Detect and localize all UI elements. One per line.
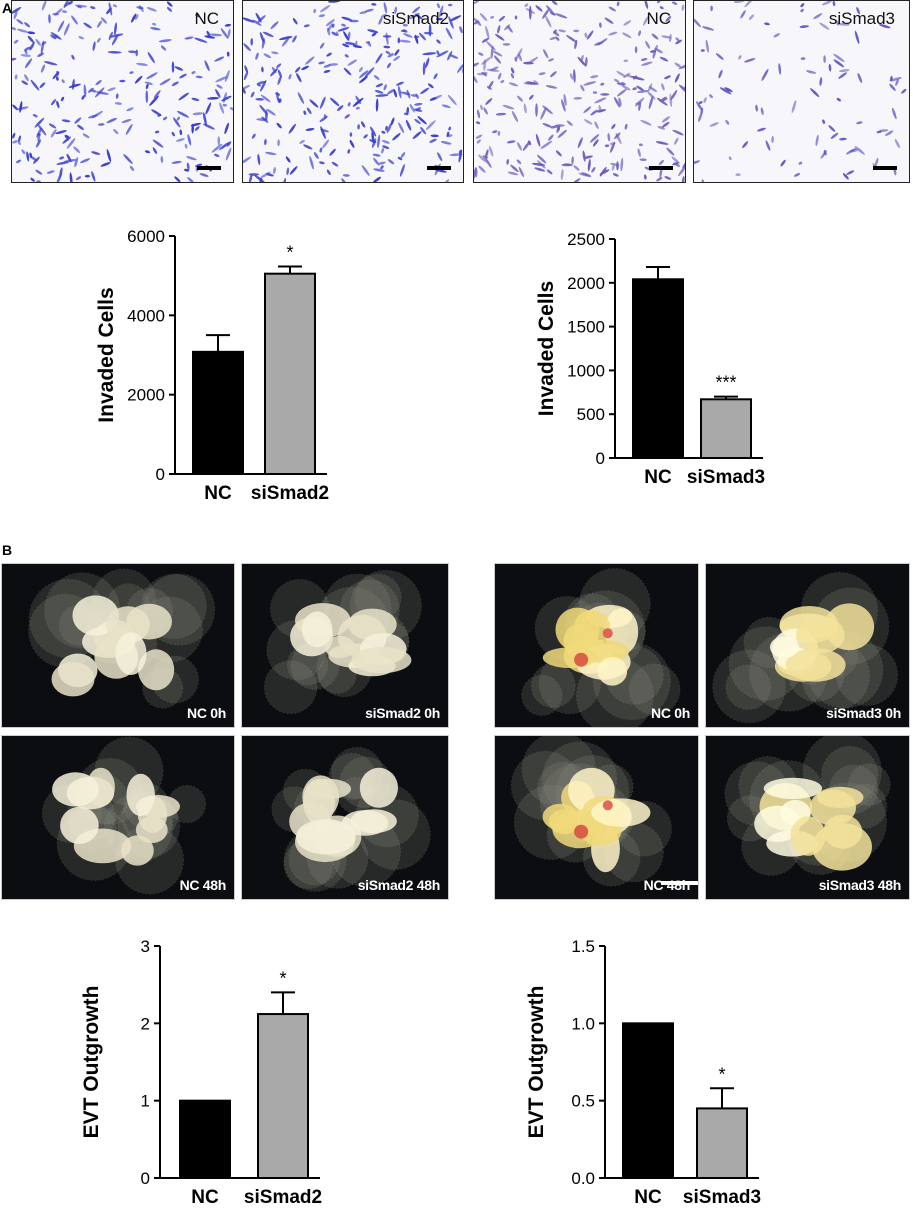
y-tick-label: 0 [141,1169,150,1188]
x-tick-label: siSmad3 [687,467,765,488]
y-tick-label: 1000 [567,361,605,380]
y-tick-label: 3 [141,937,150,956]
chart-invaded-cells-smad2: 0 2000 4000 6000 Invaded Cells NC * siSmad2 [95,227,329,504]
chart-invaded-cells-smad3: 0 500 1000 1500 2000 2500 Invaded Cells NC *** si… [535,230,765,488]
y-tick-label: 0 [596,449,605,468]
micrograph-nc-smad2: NC [11,0,234,183]
y-tick-label: 4000 [127,306,165,325]
chart-evt-outgrowth-smad2: 0 1 2 3 EVT Outgrowth NC * siSmad2 [80,937,322,1208]
y-tick-label: 1.0 [571,1014,595,1033]
explant-image [712,571,899,724]
micrograph-label: NC [194,9,219,28]
explant-label: NC 0h [651,705,690,721]
explant-nc-48h-left: NC 48h [1,735,235,900]
bar-sismad3 [700,398,752,459]
micrograph-label: NC [646,9,671,28]
significance-mark: * [279,968,286,988]
y-tick-label: 0.5 [571,1092,595,1111]
y-tick-label: 2000 [567,274,605,293]
y-axis-label: EVT Outgrowth [525,986,548,1139]
scale-bar [873,166,897,170]
explant-nc-0h-left: NC 0h [1,563,235,728]
scale-bar [661,881,698,885]
y-tick-label: 1 [141,1092,150,1111]
explant-label: NC 48h [179,877,227,893]
y-tick-label: 0.0 [571,1169,595,1188]
micrograph-label: siSmad2 [382,9,449,28]
explant-sismad3-48h: siSmad3 48h [705,735,910,900]
cell-stain-image [474,1,685,182]
bar-sismad2 [257,1013,309,1180]
explant-image [521,568,681,727]
cell-stain-image [694,1,907,182]
explant-label: siSmad3 0h [826,705,901,721]
micrograph-nc-smad3: NC [473,0,686,183]
significance-mark: * [286,243,293,263]
cell-stain-image [12,1,233,182]
scale-bar [649,166,673,170]
explant-image [724,736,891,876]
y-axis-label: Invaded Cells [535,281,558,416]
bar-nc [622,1022,674,1180]
explant-nc-0h-right: NC 0h [494,563,699,728]
bar-sismad2 [264,272,316,475]
significance-mark: *** [715,373,736,393]
explant-label: siSmad3 48h [818,877,902,893]
y-tick-label: 0 [156,465,165,484]
micrograph-label: siSmad3 [828,9,895,28]
micrograph-sismad2: siSmad2 [242,0,464,183]
bar-sismad3 [696,1107,748,1179]
micrograph-sismad3: siSmad3 [693,0,910,183]
bar-nc [179,1099,231,1180]
y-tick-label: 1500 [567,318,605,337]
y-tick-label: 2000 [127,386,165,405]
x-tick-label: siSmad3 [683,1187,761,1208]
y-axis-label: EVT Outgrowth [80,986,103,1139]
explant-image [510,736,673,887]
scale-bar [197,166,221,170]
panel-letter-a: A [2,0,13,16]
x-tick-label: NC [634,1187,662,1208]
chart-evt-outgrowth-smad3: 0.0 0.5 1.0 1.5 EVT Outgrowth NC * siSmad3 [525,937,761,1208]
y-tick-label: 2 [141,1014,150,1033]
explant-image [41,736,207,895]
explant-label: NC 48h [643,877,691,893]
y-axis-label: Invaded Cells [95,287,118,422]
explant-image [28,568,216,709]
significance-mark: * [718,1064,725,1084]
y-tick-label: 6000 [127,227,165,246]
explant-sismad3-0h: siSmad3 0h [705,563,910,728]
x-tick-label: NC [644,467,672,488]
x-tick-label: siSmad2 [251,483,329,504]
bar-nc [192,350,244,475]
explant-label: siSmad2 48h [357,877,441,893]
bar-nc [632,278,684,459]
y-tick-label: 1.5 [571,937,595,956]
scale-bar [427,166,451,170]
x-tick-label: siSmad2 [244,1187,322,1208]
y-tick-label: 2500 [567,230,605,249]
explant-nc-48h-right: NC 48h [494,735,699,900]
y-tick-label: 500 [577,405,605,424]
explant-image [263,569,422,715]
cell-stain-image [243,1,463,182]
x-tick-label: NC [191,1187,219,1208]
explant-label: NC 0h [187,705,226,721]
explant-label: siSmad2 0h [365,705,440,721]
explant-sismad2-0h: siSmad2 0h [241,563,449,728]
x-tick-label: NC [204,483,232,504]
panel-letter-b: B [2,542,13,558]
explant-image [271,746,431,892]
explant-sismad2-48h: siSmad2 48h [241,735,449,900]
